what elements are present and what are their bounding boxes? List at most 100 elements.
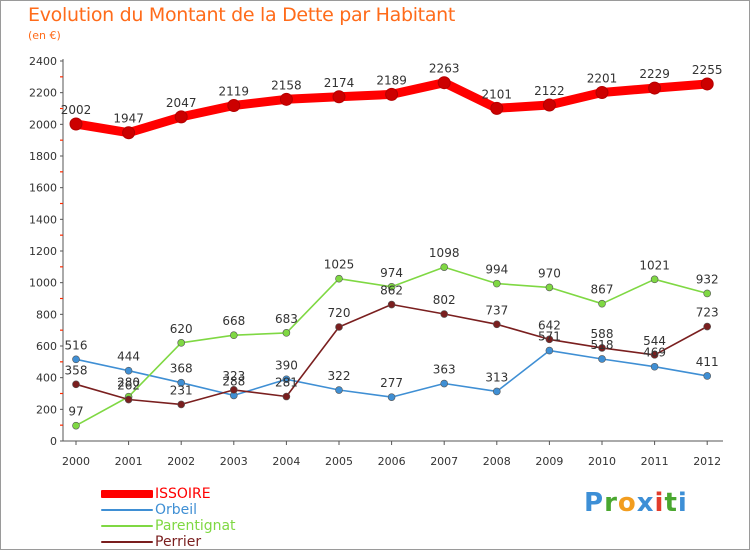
x-tick-label: 2011 bbox=[641, 455, 669, 468]
y-tick-label: 2200 bbox=[29, 87, 57, 100]
x-tick-label: 2000 bbox=[62, 455, 90, 468]
data-point bbox=[492, 387, 501, 396]
data-label: 280 bbox=[117, 376, 140, 390]
data-label: 2263 bbox=[429, 62, 460, 76]
data-label: 802 bbox=[433, 293, 456, 307]
data-label: 2101 bbox=[482, 87, 513, 101]
data-point bbox=[387, 282, 396, 291]
data-point bbox=[174, 110, 188, 124]
data-label: 723 bbox=[696, 306, 719, 320]
logo-letter: P bbox=[584, 488, 605, 518]
chart-title: Evolution du Montant de la Dette par Hab… bbox=[28, 4, 456, 26]
data-label: 2189 bbox=[376, 73, 407, 87]
data-label: 620 bbox=[170, 322, 193, 336]
data-label: 97 bbox=[68, 405, 83, 419]
data-point bbox=[72, 380, 80, 389]
data-point bbox=[703, 372, 712, 380]
data-point bbox=[492, 320, 501, 329]
data-label: 1098 bbox=[429, 246, 460, 260]
data-point bbox=[598, 344, 606, 352]
data-label: 2119 bbox=[219, 84, 250, 98]
x-tick-label: 2001 bbox=[115, 455, 143, 468]
data-point bbox=[700, 77, 714, 91]
x-tick-label: 2004 bbox=[272, 455, 300, 468]
x-tick-label: 2010 bbox=[588, 455, 616, 468]
x-tick-label: 2009 bbox=[535, 455, 563, 468]
data-point bbox=[177, 339, 185, 347]
data-point bbox=[650, 362, 659, 371]
data-point bbox=[385, 87, 399, 101]
y-tick-label: 200 bbox=[36, 403, 57, 416]
data-label: 2201 bbox=[587, 72, 618, 86]
proxiti-logo: Proxiti bbox=[584, 488, 688, 518]
data-point bbox=[545, 346, 554, 355]
data-label: 518 bbox=[591, 338, 614, 352]
data-label: 358 bbox=[65, 363, 88, 377]
data-label: 322 bbox=[328, 369, 351, 383]
y-tick-label: 400 bbox=[36, 372, 57, 385]
data-point bbox=[72, 421, 80, 430]
data-label: 994 bbox=[485, 263, 508, 277]
data-point bbox=[545, 283, 554, 292]
logo-letter: t bbox=[664, 488, 678, 518]
data-label: 516 bbox=[65, 338, 88, 352]
legend-swatch bbox=[101, 541, 153, 543]
logo-letter: r bbox=[604, 488, 618, 518]
legend-label: Perrier bbox=[155, 534, 202, 550]
data-point bbox=[595, 86, 609, 100]
y-tick-label: 2400 bbox=[29, 55, 57, 68]
data-point bbox=[490, 101, 504, 115]
data-label: 444 bbox=[117, 350, 140, 364]
data-label: 970 bbox=[538, 266, 561, 280]
y-tick-label: 1000 bbox=[29, 277, 57, 290]
chart-unit: (en €) bbox=[28, 29, 61, 42]
series-points bbox=[69, 76, 714, 430]
data-label: 2229 bbox=[639, 67, 670, 81]
data-point bbox=[545, 335, 554, 344]
data-point bbox=[703, 322, 712, 331]
data-point bbox=[335, 323, 343, 331]
x-tick-label: 2007 bbox=[430, 455, 458, 468]
data-label: 867 bbox=[591, 283, 614, 297]
point-labels: 516 444 368 288 390 322 277 363 313 571 518 469 411 9… bbox=[61, 62, 723, 419]
data-point bbox=[440, 310, 449, 318]
x-axis-ticks: 2000 2001 2002 2003 2004 2005 2006 2007 2008 2009… bbox=[62, 441, 721, 468]
x-tick-label: 2008 bbox=[483, 455, 511, 468]
legend-swatch bbox=[101, 509, 153, 511]
data-label: 1021 bbox=[639, 258, 670, 272]
data-label: 668 bbox=[222, 314, 245, 328]
data-label: 683 bbox=[275, 312, 298, 326]
data-label: 390 bbox=[275, 358, 298, 372]
data-label: 932 bbox=[696, 272, 719, 286]
data-point bbox=[387, 300, 396, 309]
x-tick-label: 2012 bbox=[693, 455, 721, 468]
data-label: 2174 bbox=[324, 76, 355, 90]
data-label: 588 bbox=[591, 327, 614, 341]
logo-letter: o bbox=[617, 488, 637, 518]
data-label: 231 bbox=[170, 383, 193, 397]
data-point bbox=[124, 366, 133, 375]
data-label: 720 bbox=[328, 306, 351, 320]
data-point bbox=[332, 90, 346, 104]
data-point bbox=[437, 76, 451, 90]
y-axis-ticks: 0 200 400 600 800 1000 1200 1400 1600 1800 2000 220… bbox=[29, 55, 63, 448]
data-label: 2002 bbox=[61, 103, 92, 117]
data-point bbox=[648, 81, 662, 95]
legend-label: Parentignat bbox=[155, 518, 236, 534]
data-label: 974 bbox=[380, 266, 403, 280]
y-tick-label: 1600 bbox=[29, 182, 57, 195]
data-point bbox=[122, 126, 136, 140]
legend-swatch bbox=[101, 525, 153, 527]
data-point bbox=[72, 355, 80, 364]
legend-label: ISSOIRE bbox=[155, 486, 211, 502]
data-label: 2158 bbox=[271, 78, 302, 92]
data-point bbox=[440, 379, 449, 388]
data-label: 277 bbox=[380, 376, 403, 390]
data-label: 544 bbox=[643, 334, 666, 348]
data-point bbox=[230, 386, 238, 394]
data-point bbox=[282, 375, 291, 384]
data-point bbox=[177, 400, 185, 409]
data-label: 2047 bbox=[166, 96, 197, 110]
data-point bbox=[598, 355, 606, 363]
data-label: 363 bbox=[433, 363, 456, 377]
